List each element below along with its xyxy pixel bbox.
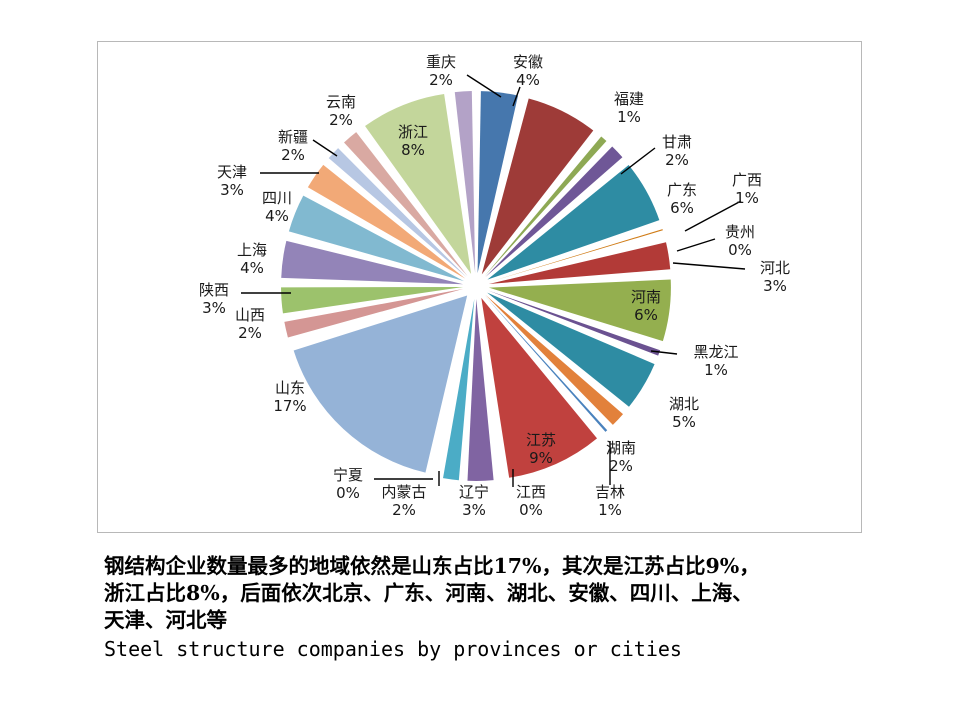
pie-label-leader-line [672, 262, 746, 270]
pie-slice[interactable] [488, 290, 661, 356]
pie-slice[interactable] [481, 98, 594, 275]
pie-slice[interactable] [488, 279, 671, 342]
pie-slice[interactable] [477, 91, 519, 274]
pie-slice[interactable] [365, 93, 472, 274]
pie-label-leader-line [620, 147, 656, 175]
pie-label-leader-line [650, 350, 678, 355]
pie-slice-group [281, 91, 671, 481]
pie-slice[interactable] [485, 146, 623, 278]
pie-label-leader-line [512, 86, 521, 107]
pie-slice[interactable] [284, 288, 464, 338]
pie-slice[interactable] [487, 292, 655, 407]
pie-slice[interactable] [487, 164, 660, 280]
pie-slice[interactable] [293, 295, 468, 473]
pie-slice[interactable] [488, 229, 663, 283]
caption-line-1: 钢结构企业数量最多的地域依然是山东占比17%，其次是江苏占比9%， [104, 554, 760, 578]
pie-slice[interactable] [344, 132, 468, 277]
pie-slice[interactable] [484, 295, 608, 432]
caption-line-2: 浙江占比8%，后面依次北京、广东、河南、湖北、安徽、四川、上海、 [104, 581, 753, 605]
pie-slice[interactable] [443, 298, 475, 481]
pie-slice[interactable] [281, 240, 464, 285]
pie-slice[interactable] [484, 136, 607, 277]
pie-slice[interactable] [467, 298, 494, 481]
pie-label-leader-line [312, 139, 338, 157]
caption-line-english: Steel structure companies by provinces o… [104, 637, 682, 661]
pie-chart-svg[interactable] [98, 42, 861, 532]
pie-slice[interactable] [488, 242, 671, 284]
caption-block: 钢结构企业数量最多的地域依然是山东占比17%，其次是江苏占比9%， 浙江占比8%… [104, 553, 864, 663]
pie-slice[interactable] [481, 297, 598, 478]
pie-slice[interactable] [281, 286, 464, 314]
pie-slice[interactable] [328, 148, 467, 278]
pie-slice[interactable] [288, 195, 464, 282]
pie-slice[interactable] [454, 91, 476, 274]
pie-label-leader-line [684, 200, 742, 232]
leader-line-group [241, 74, 746, 487]
caption-line-3: 天津、河北等 [104, 608, 227, 632]
pie-label-leader-line [676, 238, 716, 252]
pie-slice[interactable] [485, 294, 624, 425]
pie-label-leader-line [466, 74, 502, 98]
pie-slice[interactable] [307, 164, 466, 279]
pie-chart-frame[interactable]: 重庆 2% 安徽 4% 福建 1% 甘肃 2% 广东 6% 广西 1% 贵州 0% 河北 3% 河南 6% 黑龙江 1… [97, 41, 862, 533]
